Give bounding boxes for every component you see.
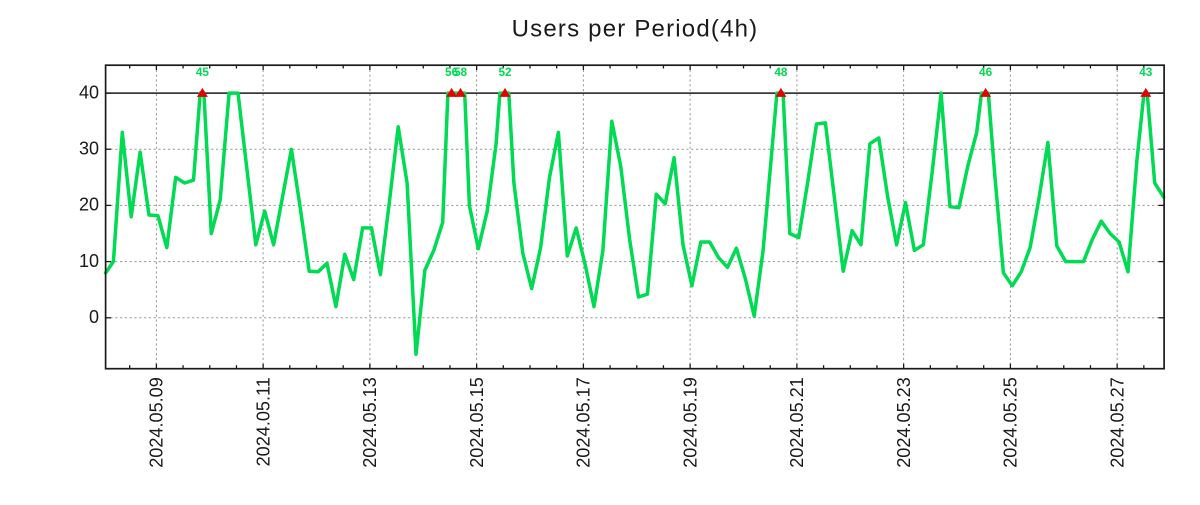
svg-text:2024.05.21: 2024.05.21 (787, 377, 807, 468)
svg-text:2024.05.15: 2024.05.15 (467, 377, 487, 468)
svg-text:2024.05.27: 2024.05.27 (1108, 377, 1128, 468)
svg-text:0: 0 (89, 307, 99, 327)
svg-text:2024.05.13: 2024.05.13 (360, 377, 380, 468)
svg-text:2024.05.25: 2024.05.25 (1001, 377, 1021, 468)
svg-text:30: 30 (79, 138, 99, 158)
svg-text:40: 40 (79, 82, 99, 102)
svg-text:2024.05.11: 2024.05.11 (253, 377, 273, 466)
svg-text:Users per Period(4h): Users per Period(4h) (512, 16, 759, 43)
svg-text:48: 48 (774, 65, 788, 79)
svg-text:2024.05.17: 2024.05.17 (574, 377, 594, 468)
svg-text:45: 45 (196, 65, 210, 79)
svg-text:2024.05.23: 2024.05.23 (894, 377, 914, 468)
svg-text:20: 20 (79, 195, 99, 215)
svg-text:56: 56 (445, 65, 459, 79)
svg-text:2024.05.09: 2024.05.09 (147, 377, 167, 468)
svg-text:10: 10 (79, 251, 99, 271)
svg-text:52: 52 (498, 65, 512, 79)
svg-text:43: 43 (1139, 65, 1153, 79)
svg-text:58: 58 (454, 65, 468, 79)
svg-text:46: 46 (979, 65, 993, 79)
svg-text:2024.05.19: 2024.05.19 (680, 377, 700, 468)
